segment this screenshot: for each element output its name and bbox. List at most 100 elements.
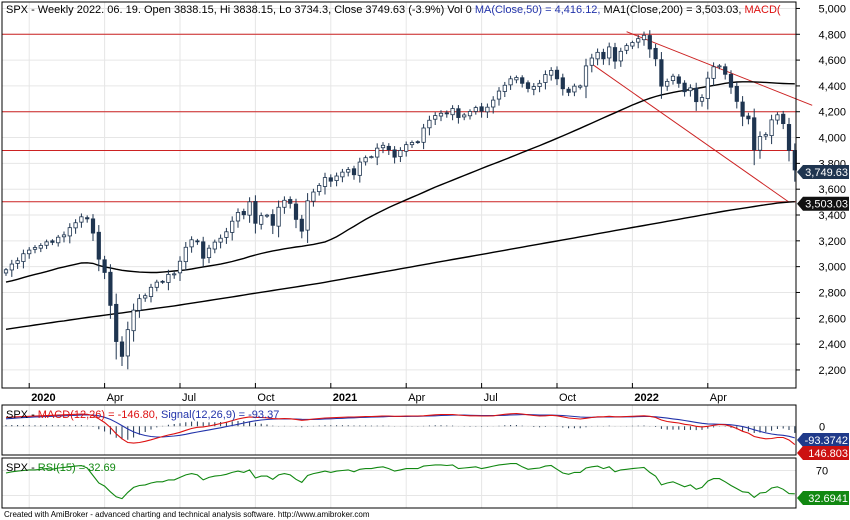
- candle-body: [583, 65, 589, 87]
- candle-body: [525, 82, 531, 89]
- price-tags: 3,749.63 3,503.03: [797, 164, 849, 211]
- candle-body: [270, 214, 275, 226]
- candle-body: [502, 84, 507, 92]
- candle-body: [148, 286, 154, 297]
- candle-body: [781, 113, 786, 125]
- candle-body: [595, 51, 600, 60]
- macd-histogram: [5, 421, 796, 440]
- candle-body: [317, 185, 322, 193]
- price-header: SPX - Weekly 2022. 06. 19. Open 3838.15,…: [6, 4, 781, 16]
- price-tick-label: 4,000: [818, 133, 846, 145]
- time-tick-label: 2020: [31, 392, 55, 404]
- rsi-line: [5, 463, 795, 500]
- candle-body: [253, 201, 258, 224]
- macd-lines: [5, 412, 796, 446]
- candle-body: [247, 201, 252, 216]
- candle-body: [386, 145, 391, 151]
- candle-body: [50, 240, 55, 243]
- close-price-tag: 3,749.63: [797, 164, 849, 179]
- candle-body: [369, 156, 374, 159]
- close-price-tag-label: 3,749.63: [805, 167, 848, 179]
- price-tick-label: 3,600: [818, 184, 846, 196]
- candle-body: [659, 59, 664, 87]
- ma200-price-tag: 3,503.03: [797, 196, 849, 211]
- time-tick-label: Apr: [107, 392, 124, 404]
- candle-body: [699, 97, 705, 102]
- candle-body: [491, 99, 496, 108]
- macd-value-tag: 146.803: [797, 446, 849, 460]
- candle-body: [137, 298, 142, 311]
- candle-body: [508, 78, 513, 86]
- candle-body: [183, 246, 188, 263]
- candle-body: [299, 218, 304, 232]
- candle-body: [694, 87, 699, 103]
- candle-body: [578, 85, 583, 88]
- price-header-macd: MACD(: [745, 4, 781, 16]
- macd-panel-border: [1, 404, 797, 456]
- candle-body: [218, 237, 223, 243]
- candle-body: [61, 234, 67, 238]
- candle-body: [224, 231, 229, 238]
- candle-body: [467, 111, 473, 117]
- candle-body: [769, 119, 774, 137]
- price-tick-label: 5,000: [818, 3, 846, 15]
- candle-body: [543, 74, 548, 83]
- rsi-value-tag-shape: [797, 491, 849, 505]
- candle-body: [723, 66, 728, 75]
- moving-averages: [5, 81, 795, 330]
- candle-body: [322, 177, 328, 187]
- candle-body: [114, 303, 119, 342]
- candle-body: [195, 240, 200, 243]
- candle-body: [363, 157, 368, 163]
- candle-body: [172, 273, 177, 276]
- price-header-prefix: SPX - Weekly 2022. 06. 19. Open 3838.15,…: [6, 4, 475, 16]
- candle-body: [351, 168, 357, 176]
- price-tick-label: 2,800: [818, 287, 846, 299]
- candle-body: [734, 85, 739, 102]
- candle-body: [38, 245, 43, 249]
- candle-body: [15, 260, 20, 264]
- candle-body: [201, 241, 206, 259]
- candle-body: [346, 169, 351, 173]
- candle-body: [682, 82, 687, 93]
- candle-body: [438, 112, 444, 117]
- rsi-tags: 32.6941: [797, 491, 849, 505]
- candle-body: [433, 115, 438, 120]
- candle-body: [450, 108, 455, 116]
- candle-body: [311, 191, 316, 202]
- price-tick-label: 2,600: [818, 313, 846, 325]
- candle-body: [462, 114, 467, 118]
- candle-body: [143, 295, 148, 299]
- candle-body: [131, 309, 136, 332]
- time-tick-label: Apr: [408, 392, 425, 404]
- candle-body: [711, 66, 716, 79]
- rsi-panel: 3070 32.6941 SPX - RSI(15) = 32.69: [1, 457, 849, 509]
- price-tick-label: 2,200: [818, 365, 846, 377]
- price-panel: 2,200 2,400 2,600 2,800 3,000 3,200 3,400 3,600…: [1, 1, 849, 404]
- time-tick-label: Jul: [182, 392, 196, 404]
- candle-body: [618, 50, 623, 62]
- candle-body: [717, 65, 722, 68]
- candle-body: [479, 106, 484, 112]
- candle-body: [624, 45, 629, 51]
- candle-body: [9, 263, 14, 271]
- time-tick-label: Oct: [257, 392, 274, 404]
- candle-body: [630, 42, 635, 47]
- candle-body: [531, 86, 536, 90]
- candle-body: [334, 175, 339, 181]
- candle-body: [757, 136, 763, 151]
- candle-body: [96, 231, 101, 260]
- candle-body: [108, 271, 113, 306]
- candle-body: [357, 161, 362, 176]
- candle-body: [763, 134, 768, 137]
- candle-body: [119, 341, 125, 357]
- candle-body: [177, 260, 183, 274]
- candle-body: [665, 80, 670, 87]
- candle-body: [641, 34, 647, 41]
- candle-body: [21, 253, 26, 262]
- rsi-value-tag-label: 32.6941: [808, 493, 848, 505]
- macd-value-tag-label: 146.803: [808, 448, 848, 460]
- candle-body: [264, 214, 270, 217]
